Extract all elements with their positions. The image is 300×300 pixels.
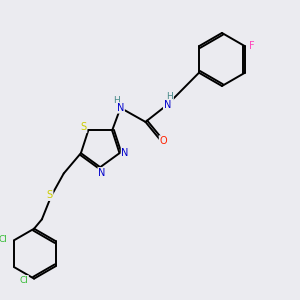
- Text: S: S: [46, 190, 53, 200]
- Text: H: H: [167, 92, 173, 101]
- Text: Cl: Cl: [19, 276, 28, 285]
- Text: O: O: [160, 136, 167, 146]
- Text: N: N: [164, 100, 171, 110]
- Text: N: N: [122, 148, 129, 158]
- Text: S: S: [80, 122, 87, 132]
- Text: N: N: [117, 103, 124, 113]
- Text: Cl: Cl: [0, 235, 7, 244]
- Text: F: F: [249, 41, 255, 51]
- Text: N: N: [98, 168, 106, 178]
- Text: H: H: [113, 96, 120, 105]
